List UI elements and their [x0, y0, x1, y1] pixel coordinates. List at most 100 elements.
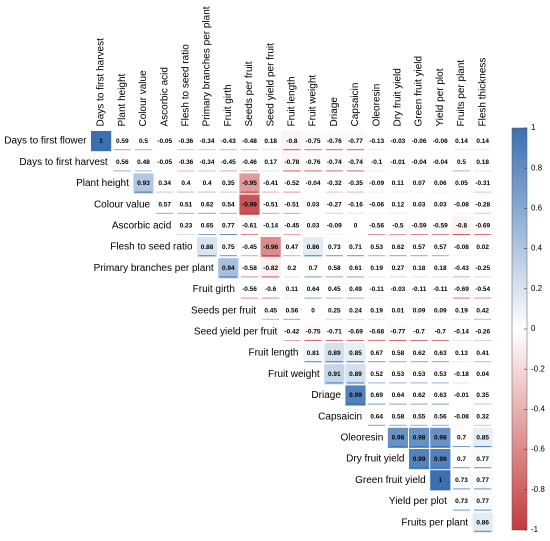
cell-bar: [452, 403, 471, 405]
cell-value: -0.04: [306, 180, 321, 187]
cell-bar: [346, 234, 365, 235]
column-label: Primary branches per plant: [202, 6, 213, 126]
cell-value: -0.74: [348, 159, 363, 166]
cell-value: -0.61: [242, 223, 257, 230]
cell-value: 0.23: [180, 223, 193, 230]
cell-bar: [346, 403, 365, 405]
cell-bar: [304, 234, 322, 235]
cell-bar: [240, 297, 259, 299]
cell-bar: [474, 276, 492, 278]
cell-bar: [304, 149, 322, 151]
cell: [387, 321, 408, 342]
row-label: Fruits per plant: [401, 517, 468, 528]
cell-value: 0.03: [307, 223, 320, 230]
cell-bar: [240, 276, 259, 278]
column-label: Plant height: [117, 73, 128, 126]
cell-value: -0.35: [348, 180, 363, 187]
cell-value: -0.54: [475, 286, 490, 293]
cell-value: 0.98: [434, 435, 447, 442]
cell-bar: [452, 170, 471, 172]
cell-value: 0.7: [457, 435, 466, 442]
cell-value: 0.71: [349, 244, 362, 251]
cell-bar: [431, 149, 449, 151]
cell-bar: [431, 170, 449, 172]
cell-bar: [346, 361, 365, 363]
colorbar-label: -0.8: [531, 485, 545, 494]
cell-bar: [410, 191, 428, 193]
cell: [218, 258, 239, 279]
cell-bar: [325, 340, 343, 341]
cell-value: 0.77: [222, 223, 235, 230]
cell-value: -0.5: [392, 223, 404, 230]
cell-value: -0.7: [413, 329, 425, 336]
cell-value: -0.04: [433, 159, 448, 166]
cell-value: 0.58: [328, 265, 341, 272]
cell-bar: [262, 276, 280, 278]
cell-bar: [368, 318, 386, 320]
cell-value: -0.25: [475, 265, 490, 272]
cell: [324, 343, 345, 364]
cell-bar: [198, 212, 216, 214]
cell-bar: [219, 276, 237, 278]
cell: [239, 173, 260, 194]
cell-value: -0.05: [157, 159, 172, 166]
cell-bar: [389, 403, 407, 405]
cell-bar: [325, 234, 343, 235]
cell-bar: [452, 382, 471, 384]
cell-bar: [156, 212, 174, 214]
cell-bar: [431, 255, 449, 257]
cell-bar: [325, 212, 343, 214]
cell-bar: [452, 424, 471, 426]
cell-value: -0.96: [263, 244, 278, 251]
cell-bar: [156, 170, 174, 172]
cell-bar: [431, 403, 449, 405]
cell: [451, 215, 472, 236]
cell-bar: [452, 149, 471, 151]
cell: [281, 131, 302, 152]
cell-bar: [368, 191, 386, 193]
cell-value: 0.62: [201, 201, 214, 208]
cell-bar: [431, 276, 449, 278]
cell-bar: [283, 212, 301, 214]
cell-value: 0.19: [455, 307, 468, 314]
colorbar-label: -1: [531, 525, 539, 534]
cell-value: -0.11: [412, 286, 427, 293]
row-label: Green fruit yield: [355, 475, 426, 486]
cell-bar: [389, 361, 407, 363]
cell-bar: [368, 424, 386, 426]
cell-value: 0.98: [392, 435, 405, 442]
cell-value: 0.18: [434, 265, 447, 272]
cell-bar: [389, 255, 407, 257]
cell: [345, 131, 366, 152]
cell-bar: [304, 318, 322, 320]
cell-value: 0.53: [392, 371, 405, 378]
cell: [303, 237, 324, 258]
cell-bar: [262, 191, 280, 193]
cell: [218, 215, 239, 236]
cell-value: 0.75: [222, 244, 235, 251]
cell-bar: [283, 234, 301, 235]
row-label: Ascorbic acid: [112, 221, 171, 232]
cell-bar: [410, 382, 428, 384]
cell-bar: [368, 361, 386, 363]
column-label: Fruit length: [287, 76, 298, 126]
cell-value: 0.91: [328, 371, 341, 378]
cell-value: 1: [99, 138, 103, 145]
cell: [345, 364, 366, 385]
cell-bar: [325, 382, 343, 384]
cell-value: -0.03: [390, 138, 405, 145]
cell-value: 0.34: [158, 180, 171, 187]
cell-bar: [346, 212, 365, 214]
cell-bar: [389, 382, 407, 384]
cell-value: -0.51: [284, 201, 299, 208]
cell-bar: [452, 212, 471, 214]
cell-value: -0.08: [454, 413, 469, 420]
column-label: Fruit girth: [223, 84, 234, 126]
cell-bar: [325, 255, 343, 257]
cell-value: 0.13: [455, 350, 468, 357]
cell-bar: [304, 191, 322, 193]
cell-value: 0.19: [370, 307, 383, 314]
row-label: Dry fruit yield: [346, 454, 404, 465]
cell-bar: [474, 340, 492, 341]
cell-value: 0.93: [137, 180, 150, 187]
